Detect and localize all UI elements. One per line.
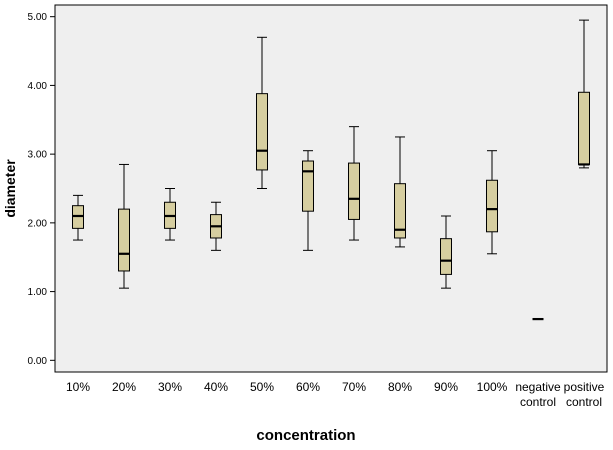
x-tick-label: control — [520, 395, 556, 409]
box-group — [164, 188, 176, 241]
box — [302, 160, 314, 212]
x-tick-label: 30% — [158, 380, 182, 394]
box-series — [72, 19, 590, 321]
box-group — [118, 163, 130, 289]
y-axis: 0.00 1.00 2.00 3.00 4.00 5.00 — [28, 12, 55, 367]
box — [118, 208, 130, 272]
box-group — [348, 126, 360, 241]
x-tick-label: positive — [564, 380, 605, 394]
x-tick-label: 50% — [250, 380, 274, 394]
y-tick-label: 5.00 — [28, 12, 48, 23]
box — [486, 179, 498, 233]
box-group — [72, 194, 84, 241]
box-group — [394, 136, 406, 248]
box — [348, 162, 360, 220]
x-tick-label: 80% — [388, 380, 412, 394]
box-group — [256, 36, 268, 189]
x-tick-label: 40% — [204, 380, 228, 394]
x-tick-label: 100% — [477, 380, 508, 394]
y-tick-label: 0.00 — [28, 356, 48, 367]
box-group — [302, 150, 314, 251]
box — [578, 91, 590, 165]
x-tick-label: 90% — [434, 380, 458, 394]
y-tick-label: 4.00 — [28, 81, 48, 92]
box-group — [486, 150, 498, 255]
x-tick-label: control — [566, 395, 602, 409]
x-tick-label: negative — [515, 380, 561, 394]
x-tick-label: 10% — [66, 380, 90, 394]
box-group — [578, 19, 590, 169]
plot-area — [54, 4, 608, 373]
y-tick-label: 2.00 — [28, 218, 48, 229]
box-group — [210, 201, 222, 251]
x-tick-label: 20% — [112, 380, 136, 394]
y-tick-label: 3.00 — [28, 150, 48, 161]
box — [256, 93, 268, 171]
y-axis-title: diameter — [2, 159, 18, 218]
x-tick-label: 60% — [296, 380, 320, 394]
box-group — [440, 215, 452, 289]
box — [440, 238, 452, 275]
x-axis-title: concentration — [256, 427, 355, 444]
x-tick-label: 70% — [342, 380, 366, 394]
box — [394, 183, 406, 239]
x-axis: 10% 20% 30% 40% 50% 60% 70% 80% 90% 100% negativec… — [66, 380, 605, 409]
y-tick-label: 1.00 — [28, 287, 48, 298]
